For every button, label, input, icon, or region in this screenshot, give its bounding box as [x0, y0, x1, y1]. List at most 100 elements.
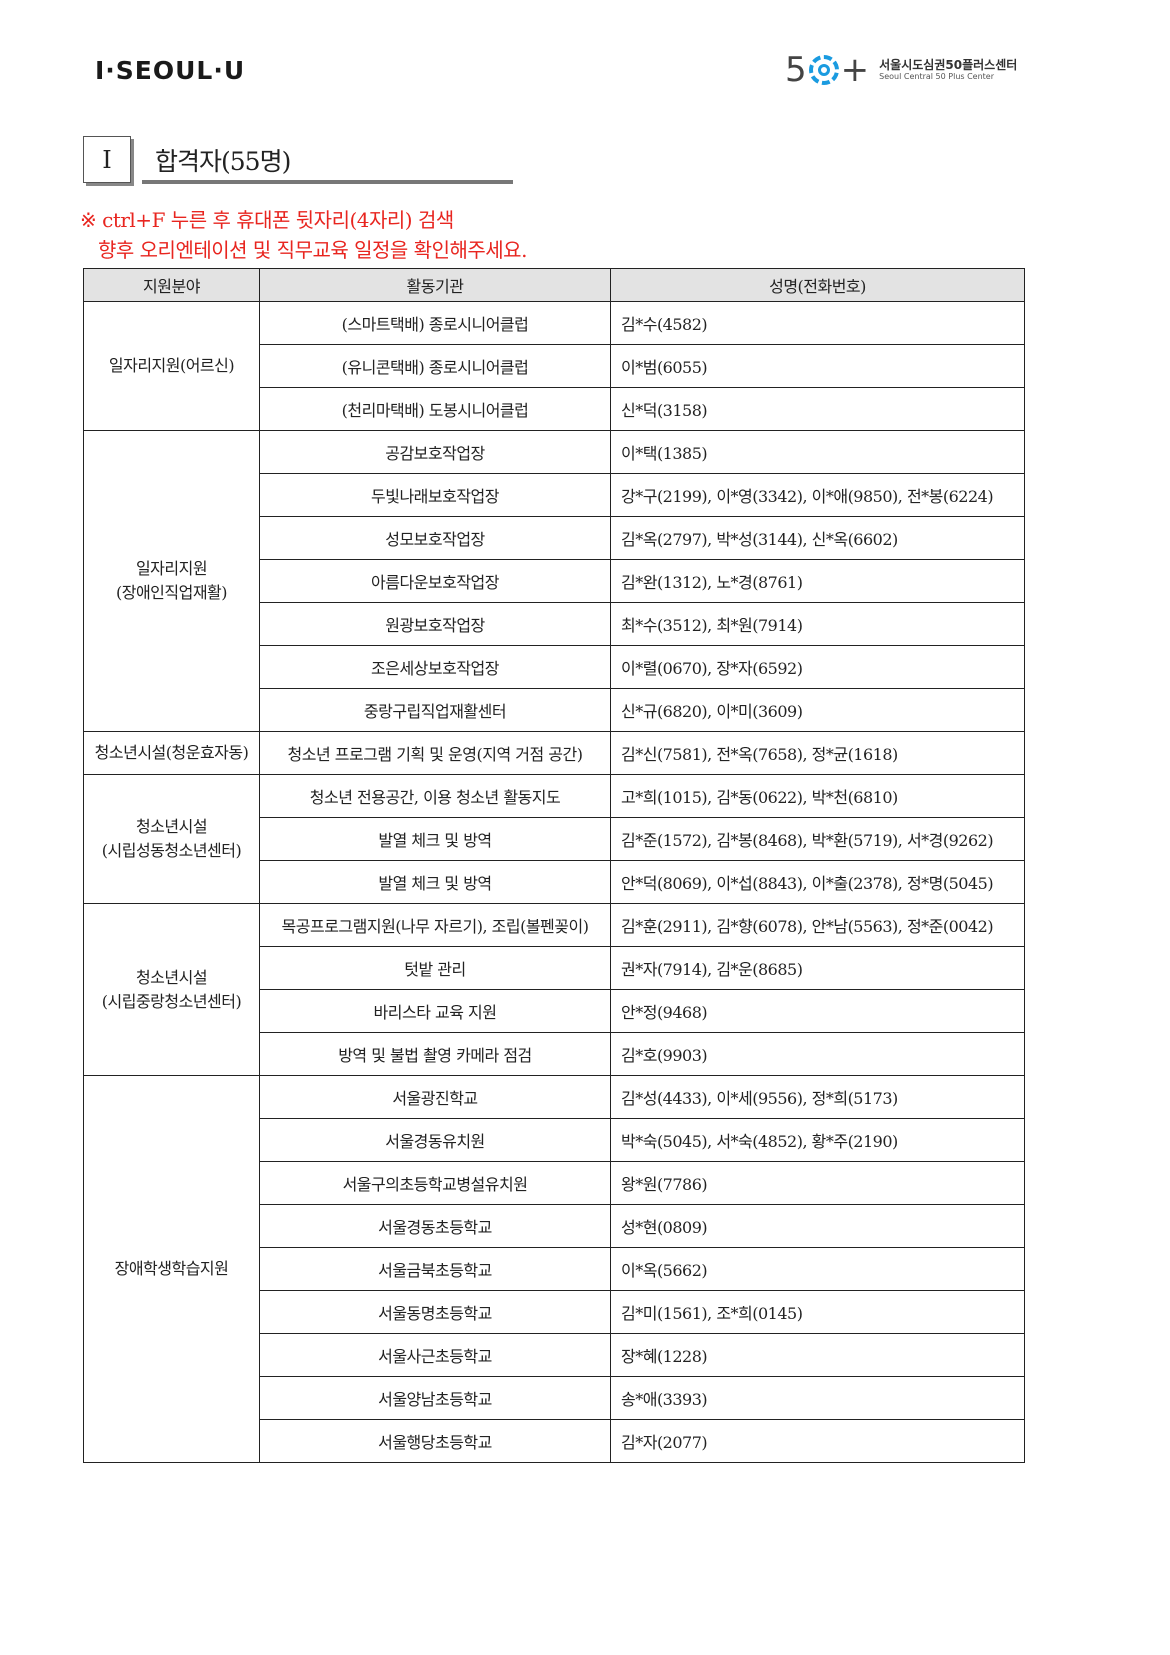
table-row: 서울경동초등학교 성*현(0809) [84, 1204, 1025, 1248]
names-cell: 이*범(6055) [610, 344, 1025, 388]
organization-cell: 청소년 전용공간, 이용 청소년 활동지도 [259, 774, 611, 818]
names-cell: 고*희(1015), 김*동(0622), 박*천(6810) [610, 774, 1025, 818]
names-cell: 김*미(1561), 조*희(0145) [610, 1290, 1025, 1334]
organization-cell: (유니콘택배) 종로시니어클럽 [259, 344, 611, 388]
table-row: 원광보호작업장 최*수(3512), 최*원(7914) [84, 602, 1025, 646]
names-cell: 강*구(2199), 이*영(3342), 이*애(9850), 전*봉(622… [610, 473, 1025, 517]
section-number: I [83, 136, 131, 183]
organization-cell: 서울동명초등학교 [259, 1290, 611, 1334]
table-row: 서울양남초등학교 송*애(3393) [84, 1376, 1025, 1420]
names-cell: 김*자(2077) [610, 1419, 1025, 1463]
names-cell: 김*준(1572), 김*봉(8468), 박*환(5719), 서*경(926… [610, 817, 1025, 861]
section-underline [142, 180, 513, 184]
names-cell: 장*혜(1228) [610, 1333, 1025, 1377]
table-row: 서울경동유치원 박*숙(5045), 서*숙(4852), 황*주(2190) [84, 1118, 1025, 1162]
organization-cell: 텃밭 관리 [259, 946, 611, 990]
names-cell: 김*신(7581), 전*옥(7658), 정*균(1618) [610, 731, 1025, 775]
table-row: 중랑구립직업재활센터 신*규(6820), 이*미(3609) [84, 688, 1025, 732]
category-cell: 일자리지원(어르신) [83, 301, 260, 431]
organization-cell: (천리마택배) 도봉시니어클럽 [259, 387, 611, 431]
table-row: (유니콘택배) 종로시니어클럽 이*범(6055) [84, 344, 1025, 388]
category-label: 청소년시설 [135, 967, 208, 987]
logo-korean-name: 서울시도심권50플러스센터 [879, 57, 1018, 72]
organization-cell: 서울경동초등학교 [259, 1204, 611, 1248]
table-row: 일자리지원(어르신) (스마트택배) 종로시니어클럽 김*수(4582) [83, 301, 1025, 431]
names-cell: 성*현(0809) [610, 1204, 1025, 1248]
organization-cell: 공감보호작업장 [259, 430, 611, 474]
table-row: 성모보호작업장 김*옥(2797), 박*성(3144), 신*옥(6602) [84, 516, 1025, 560]
category-cell: 청소년시설 (시립성동청소년센터) [83, 774, 260, 904]
organization-cell: 서울행당초등학교 [259, 1419, 611, 1463]
organization-cell: 중랑구립직업재활센터 [259, 688, 611, 732]
category-label: (시립중랑청소년센터) [101, 991, 242, 1011]
category-cell: 청소년시설(청운효자동) [83, 731, 260, 775]
names-cell: 권*자(7914), 김*운(8685) [610, 946, 1025, 990]
header-organization: 활동기관 [259, 268, 611, 302]
category-label: 청소년시설(청운효자동) [94, 743, 249, 762]
note-schedule: 향후 오리엔테이션 및 직무교육 일정을 확인해주세요. [98, 238, 527, 262]
names-cell: 김*수(4582) [610, 301, 1025, 345]
category-label: 청소년시설 [135, 817, 208, 836]
names-cell: 안*덕(8069), 이*섭(8843), 이*출(2378), 정*명(504… [610, 860, 1025, 904]
logo-50-mark: 5 + [785, 50, 870, 90]
section-title: 합격자(55명) [155, 147, 291, 176]
results-table: 지원분야 활동기관 성명(전화번호) 일자리지원(어르신) (스마트택배) 종로시… [83, 268, 1025, 1463]
table-row: 바리스타 교육 지원 안*정(9468) [84, 989, 1025, 1033]
names-cell: 이*렬(0670), 장*자(6592) [610, 645, 1025, 689]
organization-cell: 서울사근초등학교 [259, 1333, 611, 1377]
table-row: 발열 체크 및 방역 김*준(1572), 김*봉(8468), 박*환(5719… [84, 817, 1025, 861]
names-cell: 최*수(3512), 최*원(7914) [610, 602, 1025, 646]
names-cell: 송*애(3393) [610, 1376, 1025, 1420]
organization-cell: 아름다운보호작업장 [259, 559, 611, 603]
organization-cell: 바리스타 교육 지원 [259, 989, 611, 1033]
table-row: 두빛나래보호작업장 강*구(2199), 이*영(3342), 이*애(9850)… [84, 473, 1025, 517]
organization-cell: (스마트택배) 종로시니어클럽 [259, 301, 611, 345]
names-cell: 박*숙(5045), 서*숙(4852), 황*주(2190) [610, 1118, 1025, 1162]
table-row: 청소년시설 (시립중랑청소년센터) 목공프로그램지원(나무 자르기), 조립(볼펜꽂… [83, 903, 1025, 1076]
organization-cell: 발열 체크 및 방역 [259, 860, 611, 904]
names-cell: 이*택(1385) [610, 430, 1025, 474]
organization-cell: 서울구의초등학교병설유치원 [259, 1161, 611, 1205]
ring-icon [808, 55, 839, 85]
organization-cell: 성모보호작업장 [259, 516, 611, 560]
names-cell: 김*완(1312), 노*경(8761) [610, 559, 1025, 603]
note-search: ※ ctrl+F 누른 후 휴대폰 뒷자리(4자리) 검색 [80, 208, 454, 232]
organization-cell: 원광보호작업장 [259, 602, 611, 646]
names-cell: 이*옥(5662) [610, 1247, 1025, 1291]
names-cell: 김*훈(2911), 김*향(6078), 안*남(5563), 정*준(004… [610, 903, 1025, 947]
category-cell: 일자리지원 (장애인직업재활) [83, 430, 260, 732]
category-label: 일자리지원(어르신) [108, 356, 235, 375]
names-cell: 신*규(6820), 이*미(3609) [610, 688, 1025, 732]
i-seoul-u-logo: I·SEOUL·U [95, 56, 246, 85]
names-cell: 김*성(4433), 이*세(9556), 정*희(5173) [610, 1075, 1025, 1119]
names-cell: 김*호(9903) [610, 1032, 1025, 1076]
category-cell: 청소년시설 (시립중랑청소년센터) [83, 903, 260, 1076]
table-row: 서울금북초등학교 이*옥(5662) [84, 1247, 1025, 1291]
organization-cell: 서울금북초등학교 [259, 1247, 611, 1291]
table-row: 장애학생학습지원 서울광진학교 김*성(4433), 이*세(9556), 정*희(… [83, 1075, 1025, 1463]
seoul-50plus-logo: 5 + 서울시도심권50플러스센터 Seoul Central 50 Plus C… [785, 50, 1017, 90]
table-header-row: 지원분야 활동기관 성명(전화번호) [83, 268, 1025, 302]
names-cell: 왕*원(7786) [610, 1161, 1025, 1205]
category-cell: 장애학생학습지원 [83, 1075, 260, 1463]
category-label: 장애학생학습지원 [114, 1259, 229, 1278]
organization-cell: 두빛나래보호작업장 [259, 473, 611, 517]
table-row: 아름다운보호작업장 김*완(1312), 노*경(8761) [84, 559, 1025, 603]
header-category: 지원분야 [83, 268, 260, 302]
table-row: 조은세상보호작업장 이*렬(0670), 장*자(6592) [84, 645, 1025, 689]
header-names: 성명(전화번호) [610, 268, 1025, 302]
table-row: (천리마택배) 도봉시니어클럽 신*덕(3158) [84, 387, 1025, 431]
table-row: 서울행당초등학교 김*자(2077) [84, 1419, 1025, 1463]
table-row: 청소년시설 (시립성동청소년센터) 청소년 전용공간, 이용 청소년 활동지도 고*희… [83, 774, 1025, 904]
organization-cell: 발열 체크 및 방역 [259, 817, 611, 861]
category-label: (시립성동청소년센터) [101, 841, 242, 860]
table-row: 청소년시설(청운효자동) 청소년 프로그램 기획 및 운영(지역 거점 공간) 김*… [83, 731, 1025, 775]
names-cell: 안*정(9468) [610, 989, 1025, 1033]
table-row: 발열 체크 및 방역 안*덕(8069), 이*섭(8843), 이*출(2378… [84, 860, 1025, 904]
organization-cell: 조은세상보호작업장 [259, 645, 611, 689]
category-label: (장애인직업재활) [115, 583, 228, 602]
logo-english-name: Seoul Central 50 Plus Center [879, 72, 995, 82]
table-row: 방역 및 불법 촬영 카메라 점검 김*호(9903) [84, 1032, 1025, 1076]
organization-cell: 서울경동유치원 [259, 1118, 611, 1162]
organization-cell: 서울양남초등학교 [259, 1376, 611, 1420]
